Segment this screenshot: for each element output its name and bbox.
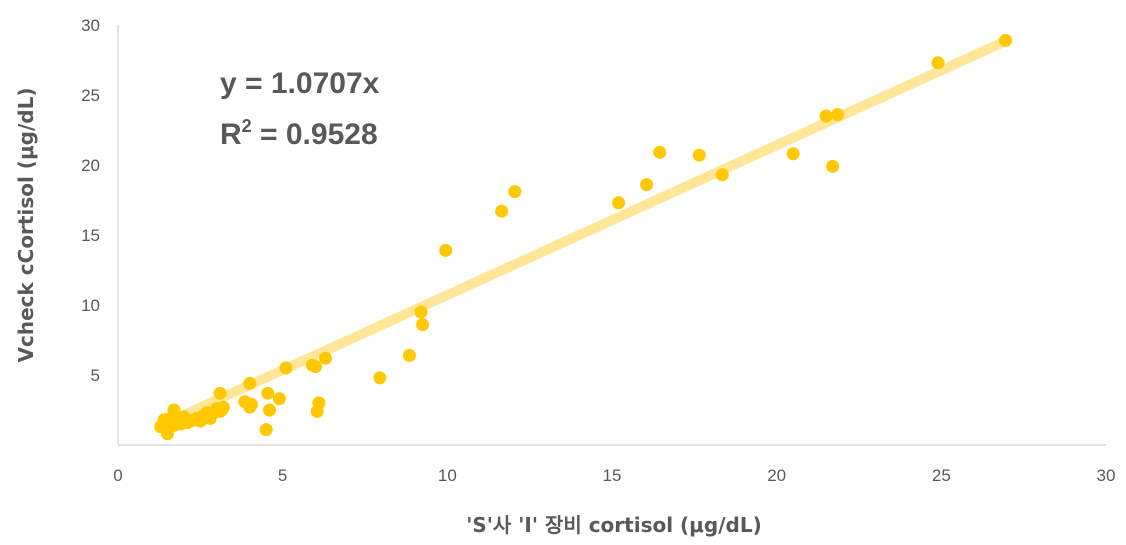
data-point xyxy=(215,403,229,417)
x-axis-title: 'S'사 'I' 장비 cortisol (μg/dL) xyxy=(466,513,761,537)
data-point xyxy=(261,386,275,400)
y-tick-label: 15 xyxy=(81,226,100,245)
data-point xyxy=(439,243,453,257)
data-point xyxy=(692,148,706,162)
data-point xyxy=(640,178,654,192)
data-point xyxy=(831,108,845,122)
data-point xyxy=(279,361,293,375)
data-point xyxy=(495,204,509,218)
data-point xyxy=(244,397,258,411)
data-point xyxy=(309,360,323,374)
data-point xyxy=(272,392,286,406)
data-point xyxy=(999,33,1013,47)
trendline-equation: y = 1.0707x xyxy=(220,67,380,100)
data-point xyxy=(653,145,667,159)
data-point xyxy=(213,386,227,400)
trendline xyxy=(158,35,1010,431)
y-tick-label: 30 xyxy=(81,16,100,35)
r-squared-label: R2 = 0.9528 xyxy=(220,116,378,151)
y-tick-label: 10 xyxy=(81,296,100,315)
y-tick-label: 20 xyxy=(81,156,100,175)
data-point xyxy=(373,371,387,385)
data-point xyxy=(826,159,840,173)
data-point xyxy=(819,109,833,123)
data-point xyxy=(508,185,522,199)
data-point xyxy=(414,305,428,319)
data-point xyxy=(312,396,326,410)
data-point xyxy=(243,376,257,390)
r-squared-prefix: R xyxy=(220,118,242,151)
x-tick-label: 30 xyxy=(1097,466,1116,485)
data-point xyxy=(167,403,181,417)
r-squared-superscript: 2 xyxy=(242,116,252,136)
data-point xyxy=(612,196,626,210)
data-point xyxy=(262,403,276,417)
axes-layer: 0 5 10 15 20 25 30 5 10 15 20 25 30 xyxy=(81,16,1115,485)
data-point xyxy=(715,168,729,182)
x-tick-label: 20 xyxy=(767,466,786,485)
y-axis-title: Vcheck cCortisol (μg/dL) xyxy=(14,88,38,363)
data-point xyxy=(786,147,800,161)
y-tick-label: 5 xyxy=(91,366,100,385)
y-tick-label: 25 xyxy=(81,86,100,105)
data-point xyxy=(318,351,332,365)
x-tick-label: 5 xyxy=(278,466,287,485)
data-point xyxy=(416,318,430,332)
x-tick-label: 10 xyxy=(438,466,457,485)
x-tick-label: 25 xyxy=(932,466,951,485)
x-tick-label: 0 xyxy=(113,466,122,485)
trendline-layer xyxy=(158,35,1010,431)
points-layer xyxy=(154,33,1013,441)
data-point xyxy=(931,56,945,70)
x-tick-label: 15 xyxy=(603,466,622,485)
r-squared-value: = 0.9528 xyxy=(252,118,378,151)
data-point xyxy=(259,423,273,437)
data-point xyxy=(402,348,416,362)
labels-layer: y = 1.0707x R2 = 0.9528 'S'사 'I' 장비 cort… xyxy=(14,67,762,537)
